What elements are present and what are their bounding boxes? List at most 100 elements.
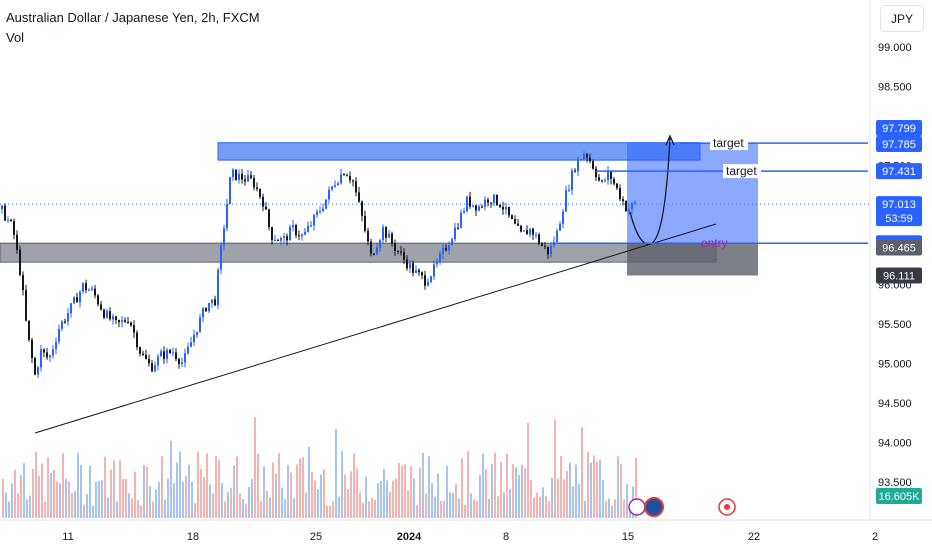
volume-bar [74,491,76,518]
volume-bar [377,483,379,518]
volume-bar [596,462,598,518]
volume-bar [101,480,103,518]
price-label-97.799: 97.799 [882,123,916,135]
candle-body [121,320,123,323]
volume-bar [563,479,565,518]
candle-body [103,309,105,318]
volume-bar [497,496,499,518]
candle-body [154,365,156,372]
candle-body [88,289,90,291]
volume-bar [38,475,40,518]
volume-bar [467,451,469,518]
candle-body [442,247,444,254]
volume-bar [488,498,490,518]
candle-body [181,362,183,364]
candle-body [382,227,384,241]
volume-bar [491,464,493,518]
candle-body [307,225,309,232]
candle-body [283,236,285,238]
candle-body [298,235,300,237]
candle-body [400,251,402,253]
candle-body [217,269,219,306]
volume-bar [269,497,271,518]
volume-bar [284,499,286,518]
volume-bar [593,455,595,518]
candle-body [484,199,486,207]
candle-body [172,352,174,354]
candle-body [130,322,132,326]
candle-body [175,352,177,360]
candle-body [340,174,342,184]
currency-button[interactable]: JPY [880,5,924,32]
candle-body [163,351,165,359]
candle-body [634,202,636,204]
volume-bar [203,476,205,518]
volume-bar [524,468,526,518]
volume-bar [239,493,241,518]
volume-bar [170,440,172,518]
volume-bar [254,417,256,518]
candle-body [610,171,612,180]
volume-bar [572,486,574,518]
volume-bar [209,484,211,518]
volume-bar [194,503,196,518]
candle-body [280,237,282,241]
volume-bar [362,502,364,518]
volume-bar [539,496,541,518]
volume-bar [188,464,190,518]
volume-bar [35,451,37,518]
volume-bar [11,483,13,518]
volume-bar [134,471,136,518]
volume-bar [578,484,580,518]
candle-body [70,303,72,314]
australia-flag-event-icon [644,497,664,517]
candle-body [67,313,69,322]
candle-body [97,295,99,305]
volume-bar [326,505,328,518]
candle-body [295,224,297,236]
price-label-97.785: 97.785 [882,139,916,151]
volume-bar [623,499,625,518]
candle-body [37,367,39,375]
candle-body [49,355,51,358]
candle-body [559,223,561,231]
candle-body [109,311,111,320]
candle-body [76,297,78,303]
volume-bar [338,496,340,518]
volume-label-box [876,488,922,504]
candle-body [550,245,552,255]
candle-body [562,211,564,224]
candle-body [604,180,606,182]
candle-body [4,205,6,221]
volume-bar [299,458,301,518]
volume-bar [272,462,274,518]
volume-bar [509,488,511,518]
time-tick-3: 2024 [397,531,422,543]
volume-bar [512,464,514,518]
volume-bar [443,501,445,518]
price-tick-1: 98.500 [878,82,912,94]
volume-bar [584,500,586,518]
volume-indicator-label: Vol [6,30,25,45]
volume-bar [125,479,127,518]
volume-bar [77,452,79,518]
volume-bar [62,453,64,518]
candle-body [112,316,114,320]
candle-body [178,359,180,364]
volume-bar [257,453,259,518]
volume-bar [422,452,424,518]
volume-bar [581,427,583,518]
candle-body [310,225,312,227]
volume-bar [536,492,538,518]
volume-bar [50,472,52,518]
candle-body [472,205,474,207]
candle-body [79,291,81,303]
candle-body [157,356,159,366]
volume-bar [173,483,175,518]
candle-body [262,196,264,207]
volume-bar [122,478,124,518]
candle-body [193,334,195,343]
candle-body [214,299,216,306]
candle-body [535,234,537,236]
